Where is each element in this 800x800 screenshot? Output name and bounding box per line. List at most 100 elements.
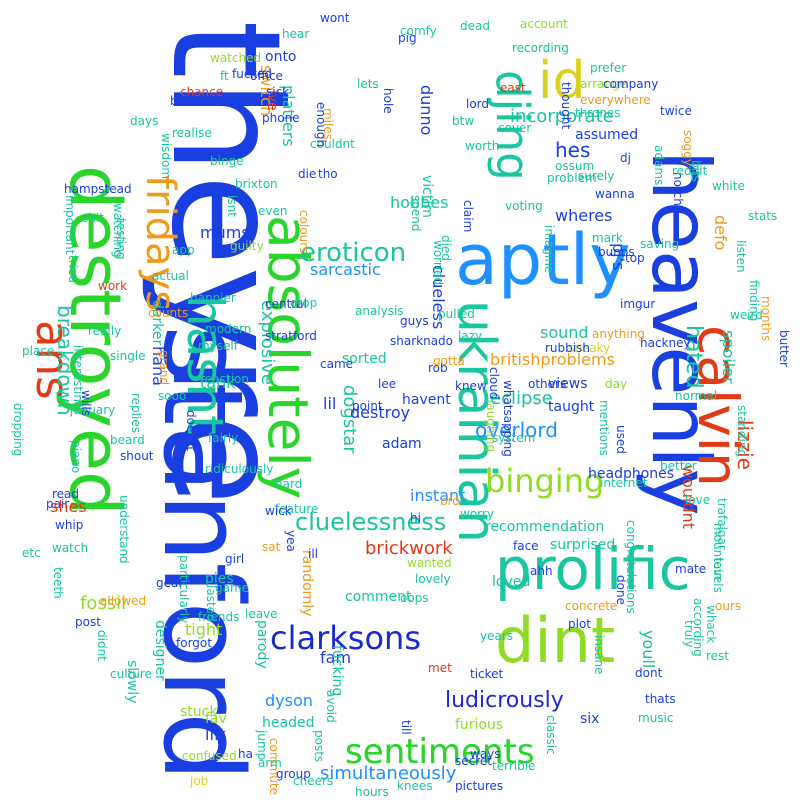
cloud-word: analysis bbox=[355, 304, 404, 318]
cloud-word: hours bbox=[355, 785, 389, 799]
cloud-word: knew bbox=[455, 379, 487, 393]
cloud-word: system bbox=[492, 431, 536, 445]
cloud-word: job bbox=[190, 774, 209, 788]
cloud-word: wills bbox=[79, 390, 93, 417]
cloud-word: dont bbox=[635, 666, 663, 680]
cloud-word: shes bbox=[50, 497, 87, 516]
cloud-word: plot bbox=[568, 617, 591, 631]
cloud-word: btw bbox=[452, 114, 475, 128]
cloud-word: havent bbox=[402, 392, 451, 408]
cloud-word: terrible bbox=[492, 759, 536, 773]
cloud-word: modern bbox=[205, 322, 252, 336]
cloud-word: tried bbox=[66, 255, 80, 283]
cloud-word: ludicrously bbox=[445, 688, 564, 713]
cloud-word: sharknado bbox=[390, 334, 454, 348]
cloud-word: hes bbox=[555, 138, 591, 162]
cloud-word: culture bbox=[110, 667, 152, 681]
cloud-word: sooo bbox=[158, 389, 187, 403]
cloud-word: cluelessness bbox=[295, 508, 447, 536]
cloud-word: teeth bbox=[51, 567, 65, 599]
cloud-word: company bbox=[603, 77, 659, 91]
cloud-word: onto bbox=[265, 49, 297, 65]
cloud-word: worry bbox=[460, 507, 494, 521]
cloud-word: stats bbox=[748, 209, 778, 223]
cloud-word: dj bbox=[620, 151, 631, 165]
cloud-word: according bbox=[691, 598, 705, 657]
cloud-word: came bbox=[320, 357, 354, 371]
cloud-word: bunns bbox=[598, 245, 635, 259]
cloud-word: east bbox=[500, 81, 526, 95]
cloud-word: binging bbox=[485, 462, 605, 500]
cloud-word: congratulations bbox=[624, 520, 638, 614]
cloud-word: pair bbox=[46, 497, 70, 511]
cloud-word: ahh bbox=[530, 564, 553, 578]
cloud-word: important bbox=[63, 195, 77, 255]
cloud-word: hard bbox=[275, 477, 303, 491]
cloud-word: insane bbox=[592, 635, 606, 675]
cloud-word: concrete bbox=[565, 599, 618, 613]
cloud-word: bastards bbox=[170, 94, 222, 108]
cloud-word: dunno bbox=[417, 85, 436, 136]
cloud-word: incorporate bbox=[510, 106, 614, 127]
cloud-word: ways bbox=[470, 747, 501, 761]
cloud-word: chance bbox=[180, 85, 224, 99]
cloud-word: account bbox=[520, 17, 568, 31]
cloud-word: pig bbox=[398, 31, 417, 45]
cloud-word: internet bbox=[600, 476, 648, 490]
cloud-word: fav bbox=[205, 711, 227, 727]
cloud-word: guys bbox=[400, 314, 429, 328]
cloud-word: confused bbox=[182, 749, 237, 763]
cloud-word: days bbox=[130, 114, 159, 128]
cloud-word: tho bbox=[318, 167, 338, 181]
cloud-word: problem bbox=[547, 171, 597, 185]
cloud-word: recommendation bbox=[485, 519, 605, 535]
cloud-word: secret bbox=[455, 754, 492, 768]
cloud-word: understand bbox=[117, 495, 131, 564]
cloud-word: dropping bbox=[11, 403, 25, 457]
cloud-word: ossum bbox=[555, 159, 595, 173]
cloud-word: office bbox=[250, 69, 283, 83]
cloud-word: used bbox=[614, 425, 628, 454]
cloud-word: furious bbox=[455, 717, 504, 733]
cloud-word: beard bbox=[110, 433, 145, 447]
cloud-word: worth bbox=[465, 139, 500, 153]
cloud-word: game bbox=[215, 581, 250, 595]
cloud-word: better bbox=[660, 459, 697, 473]
cloud-word: replies bbox=[129, 393, 143, 433]
cloud-word: lazy bbox=[458, 329, 483, 343]
cloud-word: hated bbox=[681, 325, 706, 389]
cloud-word: dint bbox=[495, 604, 616, 677]
cloud-word: lets bbox=[357, 77, 379, 91]
cloud-word: die bbox=[298, 167, 317, 181]
cloud-word: voting bbox=[505, 199, 543, 213]
cloud-word: instant bbox=[410, 486, 466, 505]
cloud-word: whatsapping bbox=[501, 380, 515, 457]
cloud-word: spend bbox=[409, 195, 423, 232]
cloud-word: others bbox=[528, 377, 567, 391]
cloud-word: didnt bbox=[95, 630, 109, 661]
cloud-word: posts bbox=[312, 730, 326, 763]
cloud-word: oops bbox=[400, 591, 429, 605]
cloud-word: january bbox=[70, 403, 116, 417]
cloud-word: app bbox=[172, 243, 195, 257]
cloud-word: grand bbox=[157, 350, 171, 386]
cloud-word: post bbox=[75, 615, 101, 629]
cloud-word: ours bbox=[715, 599, 742, 613]
cloud-word: sick bbox=[266, 85, 290, 99]
cloud-word: group bbox=[276, 767, 311, 781]
cloud-word: adam bbox=[382, 436, 422, 452]
cloud-word: face bbox=[513, 539, 539, 553]
cloud-word: worried bbox=[431, 240, 445, 286]
cloud-word: whip bbox=[55, 518, 84, 532]
cloud-word: drop bbox=[290, 296, 318, 310]
cloud-word: counts bbox=[148, 306, 189, 320]
cloud-word: mentions bbox=[597, 400, 611, 456]
cloud-word: hampstead bbox=[64, 182, 132, 196]
cloud-word: classic bbox=[544, 715, 558, 755]
cloud-word: watch bbox=[52, 541, 89, 555]
cloud-word: six bbox=[580, 711, 600, 727]
cloud-word: wanna bbox=[595, 187, 635, 201]
cloud-word: arrange bbox=[580, 77, 627, 91]
cloud-word: twice bbox=[660, 104, 692, 118]
cloud-word: brixton bbox=[235, 177, 278, 191]
